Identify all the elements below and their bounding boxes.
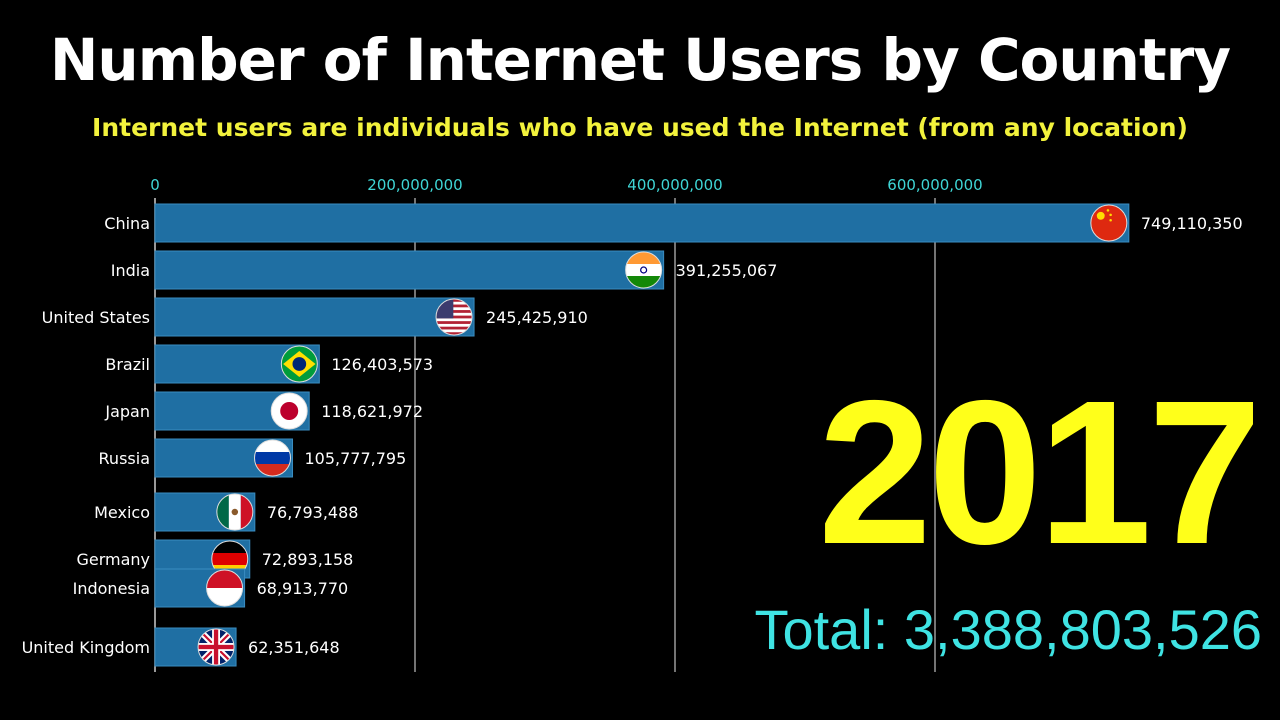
category-label: United States	[42, 308, 150, 327]
flag-border	[625, 251, 663, 289]
chart-subtitle: Internet users are individuals who have …	[92, 113, 1188, 142]
category-label: Japan	[104, 402, 150, 421]
x-tick-label: 0	[150, 176, 160, 194]
category-label: Russia	[99, 449, 150, 468]
flag-border	[1090, 204, 1128, 242]
category-label: Mexico	[94, 503, 150, 522]
india-flag-icon	[625, 251, 663, 289]
category-label: China	[104, 214, 150, 233]
x-tick-label: 600,000,000	[887, 176, 982, 194]
category-label: Indonesia	[73, 579, 150, 598]
bar-united-states	[154, 297, 475, 337]
uk-flag-icon	[197, 628, 235, 666]
flag-border	[280, 345, 318, 383]
flag-border	[254, 439, 292, 477]
bar-china	[154, 203, 1130, 243]
mexico-flag-icon	[216, 493, 254, 531]
x-tick-label: 400,000,000	[627, 176, 722, 194]
usa-flag-icon	[435, 298, 473, 336]
brazil-flag-icon	[280, 345, 318, 383]
bar-india	[154, 250, 665, 290]
year-label: 2017	[817, 358, 1262, 587]
category-label: India	[111, 261, 150, 280]
value-label: 62,351,648	[248, 638, 340, 657]
value-label: 72,893,158	[262, 550, 354, 569]
flag-border	[197, 628, 235, 666]
chart-title: Number of Internet Users by Country	[49, 26, 1231, 94]
flag-border	[270, 392, 308, 430]
value-label: 391,255,067	[676, 261, 778, 280]
flag-border	[206, 569, 244, 607]
china-flag-icon	[1090, 204, 1128, 242]
total-label: Total: 3,388,803,526	[754, 598, 1262, 661]
x-tick-label: 200,000,000	[367, 176, 462, 194]
russia-flag-icon	[254, 439, 292, 477]
value-label: 105,777,795	[305, 449, 407, 468]
category-label: Germany	[76, 550, 150, 569]
flag-border	[216, 493, 254, 531]
category-label: Brazil	[105, 355, 150, 374]
value-label: 68,913,770	[257, 579, 349, 598]
value-label: 749,110,350	[1141, 214, 1243, 233]
indonesia-flag-icon	[206, 569, 244, 607]
value-label: 118,621,972	[321, 402, 423, 421]
japan-flag-icon	[270, 392, 308, 430]
flag-border	[435, 298, 473, 336]
value-label: 245,425,910	[486, 308, 588, 327]
category-label: United Kingdom	[22, 638, 150, 657]
value-label: 126,403,573	[331, 355, 433, 374]
value-label: 76,793,488	[267, 503, 359, 522]
